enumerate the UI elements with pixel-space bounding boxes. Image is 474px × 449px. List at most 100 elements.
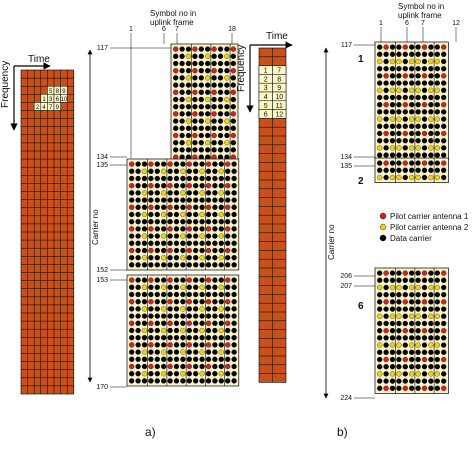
carrier-dot xyxy=(421,385,428,391)
carrier-dot xyxy=(205,89,211,95)
carrier-dot xyxy=(185,53,192,59)
carrier-dot xyxy=(205,190,212,196)
carrier-dot xyxy=(396,378,402,384)
carrier-dot xyxy=(409,130,415,137)
carrier-dot xyxy=(135,277,141,283)
carrier-dot xyxy=(199,299,205,305)
carrier-dot xyxy=(218,320,224,326)
carrier-dot xyxy=(217,68,224,74)
carrier-dot xyxy=(396,87,402,93)
carrier-dot xyxy=(383,299,389,305)
carrier-dot xyxy=(217,118,224,124)
carrier-dot xyxy=(231,168,237,174)
carrier-dot xyxy=(148,183,154,189)
carrier-dot xyxy=(167,240,173,246)
carrier-dot xyxy=(173,60,179,67)
carrier-dot xyxy=(173,284,180,290)
carrier-dot xyxy=(230,75,236,81)
carrier-dot xyxy=(231,233,237,239)
carrier-dot xyxy=(428,356,434,363)
carrier-dot xyxy=(173,356,180,362)
carrier-dot xyxy=(230,147,236,153)
carrier-dot xyxy=(173,190,180,196)
carrier-dot xyxy=(154,262,160,268)
carrier-dot xyxy=(415,152,421,158)
carrier-dot xyxy=(224,75,230,81)
carrier-dot xyxy=(211,147,217,153)
carrier-dot xyxy=(402,270,408,276)
carrier-dot xyxy=(402,364,408,370)
left-time-label: Time xyxy=(28,54,50,65)
carrier-dot xyxy=(198,89,204,95)
carrier-dot xyxy=(148,284,154,290)
carrier-dot xyxy=(141,183,148,189)
carrier-dot xyxy=(218,313,224,319)
carrier-dot xyxy=(402,306,408,312)
carrier-dot xyxy=(212,371,218,377)
carrier-dot xyxy=(212,175,218,182)
carrier-dot xyxy=(218,335,224,341)
carrier-dot xyxy=(129,175,135,182)
carrier-dot xyxy=(409,349,415,355)
carrier-dot xyxy=(231,327,237,334)
carrier-dot xyxy=(205,313,212,319)
carrier-dot xyxy=(180,327,186,334)
carrier-dot xyxy=(179,147,185,153)
carrier-dot xyxy=(193,291,199,298)
middle-grid-cell-number: 12 xyxy=(275,112,283,119)
carrier-dot xyxy=(434,130,440,137)
carrier-dot xyxy=(186,190,192,196)
carrier-dot xyxy=(231,161,237,167)
carrier-dot xyxy=(161,342,167,348)
carrier-dot xyxy=(129,284,135,290)
carrier-dot xyxy=(409,123,415,129)
carrier-dot xyxy=(148,349,154,355)
carrier-dot xyxy=(173,168,180,174)
carrier-block xyxy=(126,158,240,271)
carrier-dot xyxy=(415,94,421,101)
carrier-dot xyxy=(173,320,180,326)
carrier-dot xyxy=(402,51,408,57)
carrier-dot xyxy=(421,94,428,101)
carrier-dot xyxy=(409,378,415,384)
carrier-dot xyxy=(185,118,192,124)
carrier-dot xyxy=(167,349,173,355)
carrier-dot xyxy=(129,342,135,348)
carrier-dot xyxy=(212,327,218,334)
carrier-dot xyxy=(199,219,205,225)
carrier-dot xyxy=(173,349,180,355)
middle-grid-numbered-cell xyxy=(272,109,287,119)
carrier-dot xyxy=(186,219,192,225)
carrier-dot xyxy=(192,147,198,153)
carrier-dot xyxy=(154,363,160,370)
carrier-dot xyxy=(383,364,389,370)
carrier-dot xyxy=(199,313,205,319)
panel-a-symbol-tick-label: 7 xyxy=(175,26,179,33)
carrier-dot xyxy=(141,299,148,305)
carrier-dot xyxy=(383,123,389,129)
carrier-dot xyxy=(192,75,198,81)
carrier-dot xyxy=(185,132,192,139)
carrier-dot xyxy=(218,306,224,312)
carrier-dot xyxy=(180,161,186,167)
carrier-dot xyxy=(396,364,402,370)
carrier-dot xyxy=(185,111,192,117)
carrier-dot xyxy=(396,58,402,65)
carrier-dot xyxy=(199,306,205,312)
carrier-dot xyxy=(415,87,421,93)
carrier-dot xyxy=(173,68,179,74)
carrier-dot xyxy=(135,190,141,196)
carrier-dot xyxy=(441,328,447,334)
carrier-dot xyxy=(173,363,180,370)
carrier-dot xyxy=(198,68,204,74)
carrier-dot xyxy=(180,226,186,232)
carrier-dot xyxy=(383,116,389,122)
carrier-dot xyxy=(185,46,192,52)
carrier-dot xyxy=(154,320,160,326)
carrier-dot xyxy=(225,342,231,348)
carrier-dot xyxy=(217,96,224,103)
carrier-block xyxy=(126,274,240,387)
carrier-dot xyxy=(217,75,224,81)
carrier-dot xyxy=(389,109,396,115)
carrier-dot xyxy=(154,175,160,182)
